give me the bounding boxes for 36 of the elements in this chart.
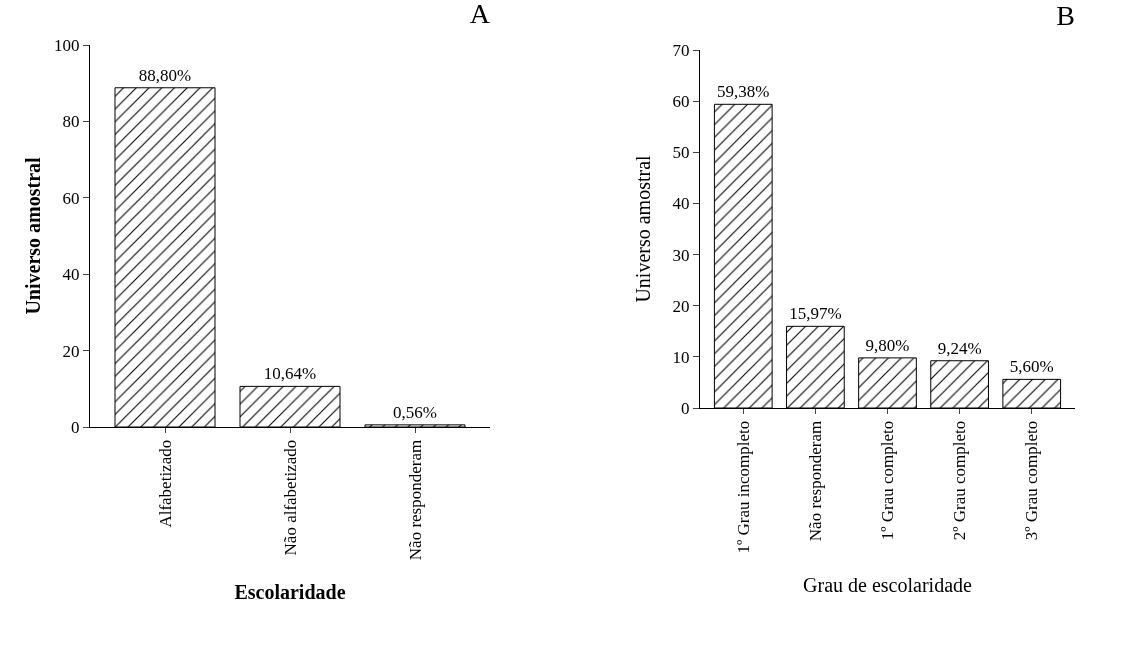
- x-axis-title: Grau de escolaridade: [803, 574, 973, 597]
- data-label: 59,38%: [717, 82, 770, 102]
- y-tick-label: 70: [672, 40, 690, 60]
- y-axis-title: Universo amostral: [22, 156, 44, 315]
- y-tick-label: 100: [54, 35, 80, 55]
- x-tick-label: 2º Grau completo: [950, 420, 970, 541]
- y-tick-label: 80: [62, 112, 80, 132]
- y-tick-label: 60: [62, 188, 80, 208]
- data-label: 9,24%: [937, 338, 982, 358]
- x-tick-label: Não responderam: [805, 420, 825, 542]
- data-label: 15,97%: [789, 304, 842, 324]
- data-label: 9,80%: [865, 335, 910, 355]
- y-tick-label: 40: [672, 194, 690, 214]
- x-axis-title: Escolaridade: [234, 580, 346, 603]
- y-tick-label: 40: [62, 265, 80, 285]
- y-tick-label: 0: [71, 417, 80, 437]
- x-tick-label: 1º Grau completo: [878, 420, 898, 541]
- y-tick-label: 20: [672, 296, 690, 316]
- y-axis-title: Universo amostral: [632, 154, 654, 303]
- y-tick-label: 0: [681, 398, 690, 418]
- x-tick-label: Não alfabetizado: [280, 439, 300, 556]
- y-tick-label: 50: [672, 143, 690, 163]
- data-label: 5,60%: [1009, 357, 1054, 377]
- x-tick-label: 1º Grau incompleto: [733, 420, 753, 554]
- x-tick-label: 3º Grau completo: [1022, 420, 1042, 541]
- data-label: 88,80%: [138, 65, 192, 85]
- y-tick-label: 30: [672, 245, 690, 265]
- x-tick-label: Não responderam: [405, 439, 425, 561]
- data-label: 10,64%: [263, 364, 317, 384]
- chart-title: A: [469, 0, 491, 29]
- y-tick-label: 20: [62, 341, 80, 361]
- data-label: 0,56%: [393, 402, 437, 422]
- x-tick-label: Alfabetizado: [155, 439, 175, 528]
- y-tick-label: 60: [672, 92, 690, 112]
- chart-title: B: [1056, 0, 1075, 31]
- y-tick-label: 10: [672, 347, 690, 367]
